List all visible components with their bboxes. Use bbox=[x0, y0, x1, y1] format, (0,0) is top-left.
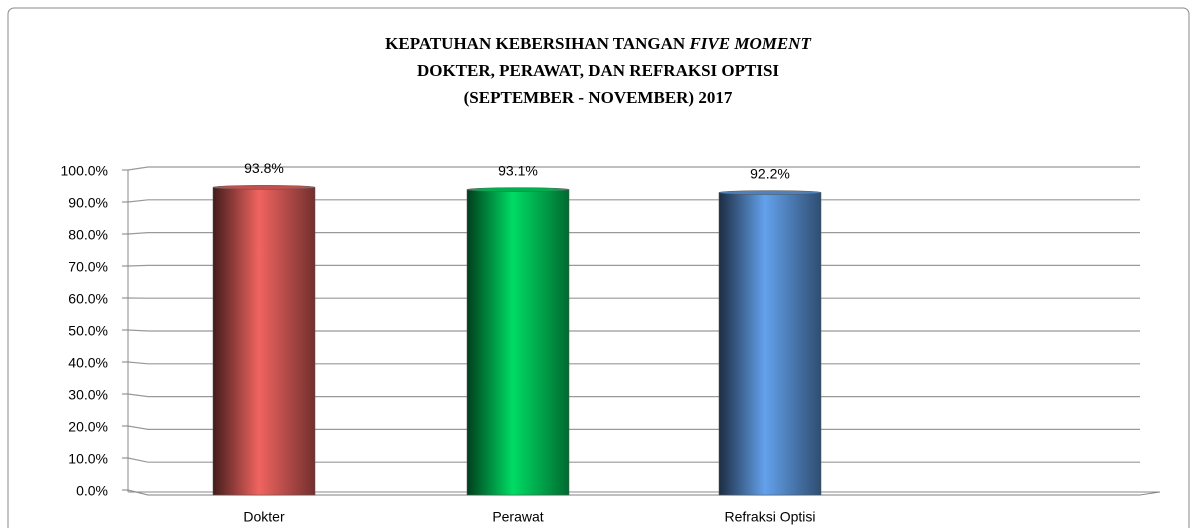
y-tick-label: 90.0% bbox=[68, 195, 108, 211]
x-tick-label: Perawat bbox=[492, 509, 543, 525]
value-label: 93.8% bbox=[244, 160, 284, 176]
x-tick-label: Dokter bbox=[243, 509, 285, 525]
y-tick-label: 80.0% bbox=[68, 227, 108, 243]
grid-line bbox=[122, 393, 1140, 398]
chart-title: KEPATUHAN KEBERSIHAN TANGAN FIVE MOMENT bbox=[385, 34, 811, 53]
y-tick-label: 20.0% bbox=[68, 419, 108, 435]
y-tick-label: 60.0% bbox=[68, 291, 108, 307]
chart-title: DOKTER, PERAWAT, DAN REFRAKSI OPTISI bbox=[417, 61, 779, 80]
x-tick-label: Refraksi Optisi bbox=[724, 509, 815, 525]
y-tick-label: 30.0% bbox=[68, 387, 108, 403]
y-tick-label: 40.0% bbox=[68, 355, 108, 371]
bar-top bbox=[466, 187, 570, 192]
value-label: 92.2% bbox=[750, 165, 790, 181]
grid-line bbox=[122, 361, 1140, 365]
y-tick-label: 10.0% bbox=[68, 451, 108, 467]
grid-line bbox=[122, 232, 1140, 235]
value-label: 93.1% bbox=[498, 162, 538, 178]
bar bbox=[466, 189, 570, 496]
y-tick-label: 70.0% bbox=[68, 259, 108, 275]
grid-line bbox=[122, 457, 1140, 463]
grid-line bbox=[122, 264, 1140, 267]
grid-line bbox=[122, 199, 1140, 203]
chart-border bbox=[7, 7, 1190, 528]
bar bbox=[718, 192, 822, 496]
bar bbox=[212, 187, 316, 496]
bar-top bbox=[718, 190, 822, 195]
y-tick-label: 0.0% bbox=[76, 483, 108, 499]
grid-line bbox=[122, 166, 1140, 171]
chart-title: (SEPTEMBER - NOVEMBER) 2017 bbox=[464, 88, 733, 107]
y-tick-label: 50.0% bbox=[68, 323, 108, 339]
bar-top bbox=[212, 185, 316, 190]
grid-line bbox=[122, 425, 1140, 430]
y-tick-label: 100.0% bbox=[61, 163, 108, 179]
grid-line bbox=[122, 329, 1140, 332]
